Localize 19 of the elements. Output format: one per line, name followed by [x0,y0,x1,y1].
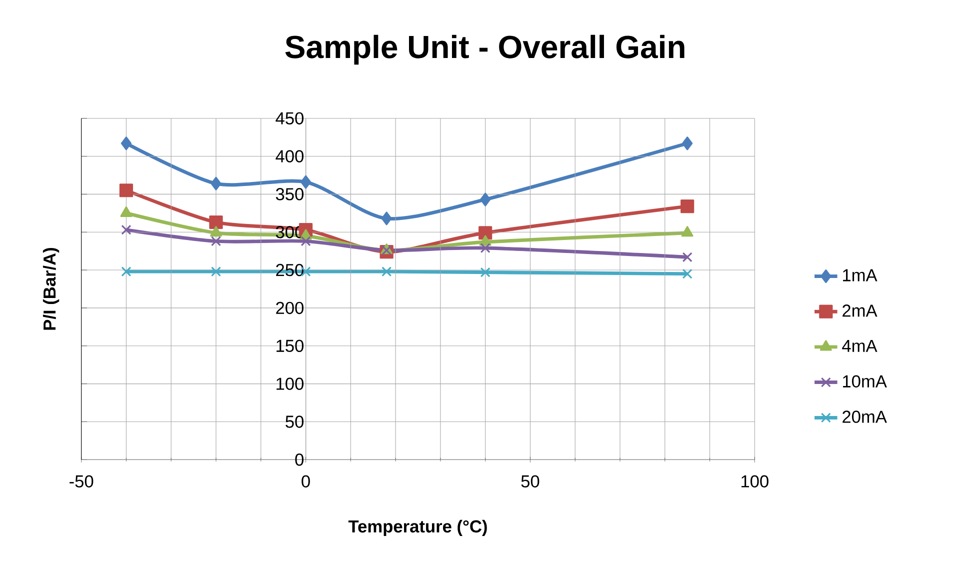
legend-label: 20mA [842,410,887,423]
y-tick-label: 450 [276,112,304,124]
chart-title: Sample Unit - Overall Gain [285,34,684,65]
legend-label: 10mA [843,375,887,388]
y-tick-label: 150 [276,340,304,352]
x-tick-label: 50 [521,475,540,488]
y-axis-title: P/I (Bar/A) [42,248,60,330]
legend-label: 2mA [842,304,878,317]
y-tick-label: 0 [295,454,304,466]
y-tick-label: 50 [286,416,304,428]
x-tick-label: 100 [742,475,768,488]
y-tick-label: 200 [276,302,304,314]
legend-label: 1mA [843,269,878,282]
x-axis-title: Temperature (°C) [348,520,487,536]
y-tick-label: 350 [276,188,304,200]
y-tick-label: 100 [276,378,304,390]
x-tick-label: -50 [70,475,94,488]
legend-label: 4mA [842,340,878,352]
y-tick-label: 400 [276,150,304,162]
